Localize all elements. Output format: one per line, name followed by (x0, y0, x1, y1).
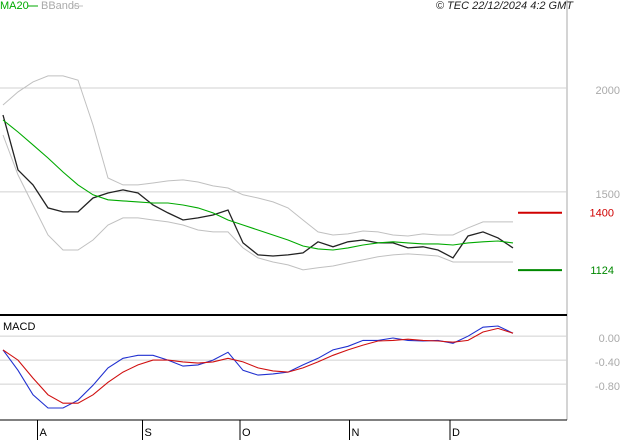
x-tick-label: D (452, 427, 460, 439)
x-tick-label: O (242, 427, 251, 439)
bband-upper (2, 75, 513, 237)
bband-lower (2, 134, 513, 271)
series-line (2, 114, 514, 259)
y-tick-label: 1500 (596, 189, 620, 201)
level-label: 1124 (590, 265, 614, 277)
y-tick-label: -0.80 (595, 381, 620, 393)
y-tick-label: 0.00 (599, 333, 620, 345)
legend-ma20: MA20 (0, 0, 29, 12)
macd-title: MACD (3, 321, 35, 333)
y-tick-label: 2000 (596, 85, 620, 97)
series-line (2, 327, 514, 404)
series-line (2, 119, 514, 251)
y-tick-label: -0.40 (595, 357, 620, 369)
x-tick-label: N (352, 427, 360, 439)
x-tick-label: A (40, 427, 48, 439)
x-tick-label: S (145, 427, 152, 439)
series-line (2, 325, 514, 409)
legend-bbands: BBands (41, 0, 80, 12)
level-label: 1400 (590, 208, 614, 220)
source: © TEC 22/12/2024 4:2 GMT (436, 0, 574, 12)
